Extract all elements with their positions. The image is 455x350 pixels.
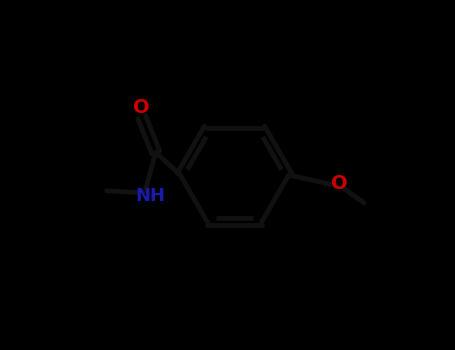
Text: O: O [133, 98, 150, 117]
Text: NH: NH [136, 187, 166, 205]
Text: O: O [331, 174, 348, 193]
